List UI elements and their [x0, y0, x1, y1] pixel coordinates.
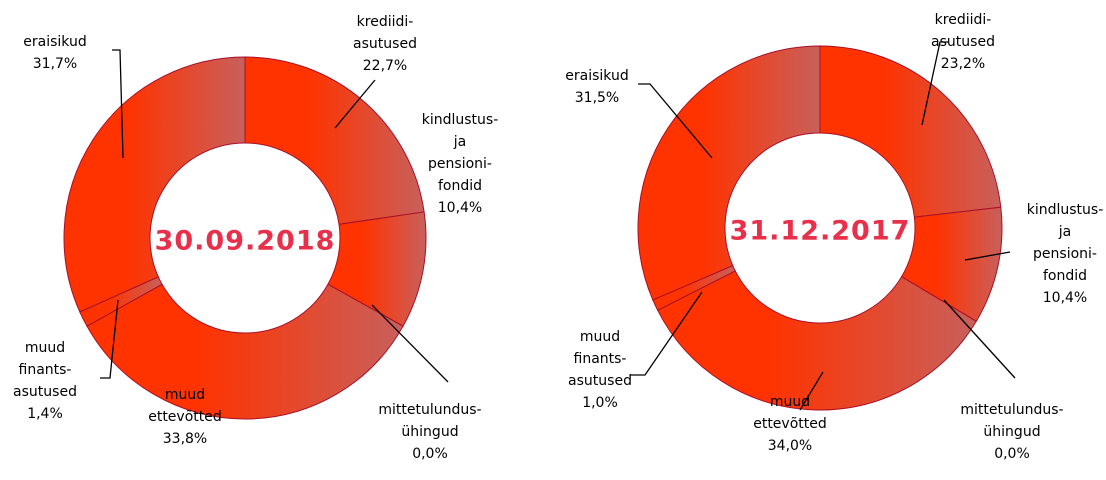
value-label: 22,7% — [363, 58, 407, 74]
value-label: 34,0% — [768, 438, 812, 454]
leader-line — [630, 291, 703, 376]
segment-label: asutused — [931, 34, 995, 50]
donut-segment — [86, 283, 404, 420]
value-label: 33,8% — [163, 431, 207, 447]
segment-label: krediidi- — [935, 12, 992, 28]
segment-label: ühingud — [401, 424, 458, 440]
donut-segment — [819, 45, 1002, 218]
leader-line — [799, 371, 824, 411]
segment-label: asutused — [13, 384, 77, 400]
center-title: 30.09.2018 — [155, 226, 336, 257]
leader-line — [964, 251, 1011, 261]
segment-label: mittetulundus- — [378, 402, 481, 418]
value-label: 0,0% — [994, 446, 1030, 462]
leader-line — [943, 299, 1016, 379]
segment-label: ja — [453, 134, 466, 150]
center-title: 31.12.2017 — [730, 216, 911, 247]
value-label: 0,0% — [412, 446, 448, 462]
leader-line — [371, 304, 449, 383]
segment-label: eraisikud — [565, 68, 628, 84]
segment-label: eraisikud — [23, 34, 86, 50]
donut-segment — [637, 45, 821, 301]
segment-label: mittetulundus- — [960, 402, 1063, 418]
value-label: 10,4% — [1043, 290, 1087, 306]
donut-segment — [244, 56, 425, 225]
segment-label: asutused — [568, 373, 632, 389]
segment-label: fondid — [438, 178, 482, 194]
segment-label: fondid — [1043, 268, 1087, 284]
donut-segment — [63, 56, 246, 313]
leader-line — [921, 41, 948, 126]
segment-label: muud — [770, 394, 810, 410]
segment-label: finants- — [19, 362, 72, 378]
segment-label: krediidi- — [357, 14, 414, 30]
value-label: 10,4% — [438, 200, 482, 216]
segment-label: pensioni- — [1033, 246, 1097, 262]
segment-label: ettevõtted — [148, 409, 222, 425]
value-label: 31,7% — [33, 56, 77, 72]
leader-line — [112, 49, 124, 159]
segment-label: kindlustus- — [1027, 202, 1104, 218]
donut-segment — [656, 270, 977, 411]
leader-line — [334, 79, 376, 129]
segment-label: muud — [580, 329, 620, 345]
value-label: 23,2% — [941, 56, 985, 72]
segment-label: asutused — [353, 36, 417, 52]
value-label: 31,5% — [575, 90, 619, 106]
value-label: 1,4% — [27, 406, 63, 422]
leader-line — [100, 299, 119, 379]
segment-label: muud — [165, 387, 205, 403]
segment-label: ühingud — [983, 424, 1040, 440]
segment-label: muud — [25, 340, 65, 356]
leader-line — [638, 83, 713, 159]
segment-label: ettevõtted — [753, 416, 827, 432]
segment-label: finants- — [574, 351, 627, 367]
segment-label: ja — [1058, 224, 1071, 240]
value-label: 1,0% — [582, 395, 618, 411]
segment-label: pensioni- — [428, 156, 492, 172]
segment-label: kindlustus- — [422, 112, 499, 128]
